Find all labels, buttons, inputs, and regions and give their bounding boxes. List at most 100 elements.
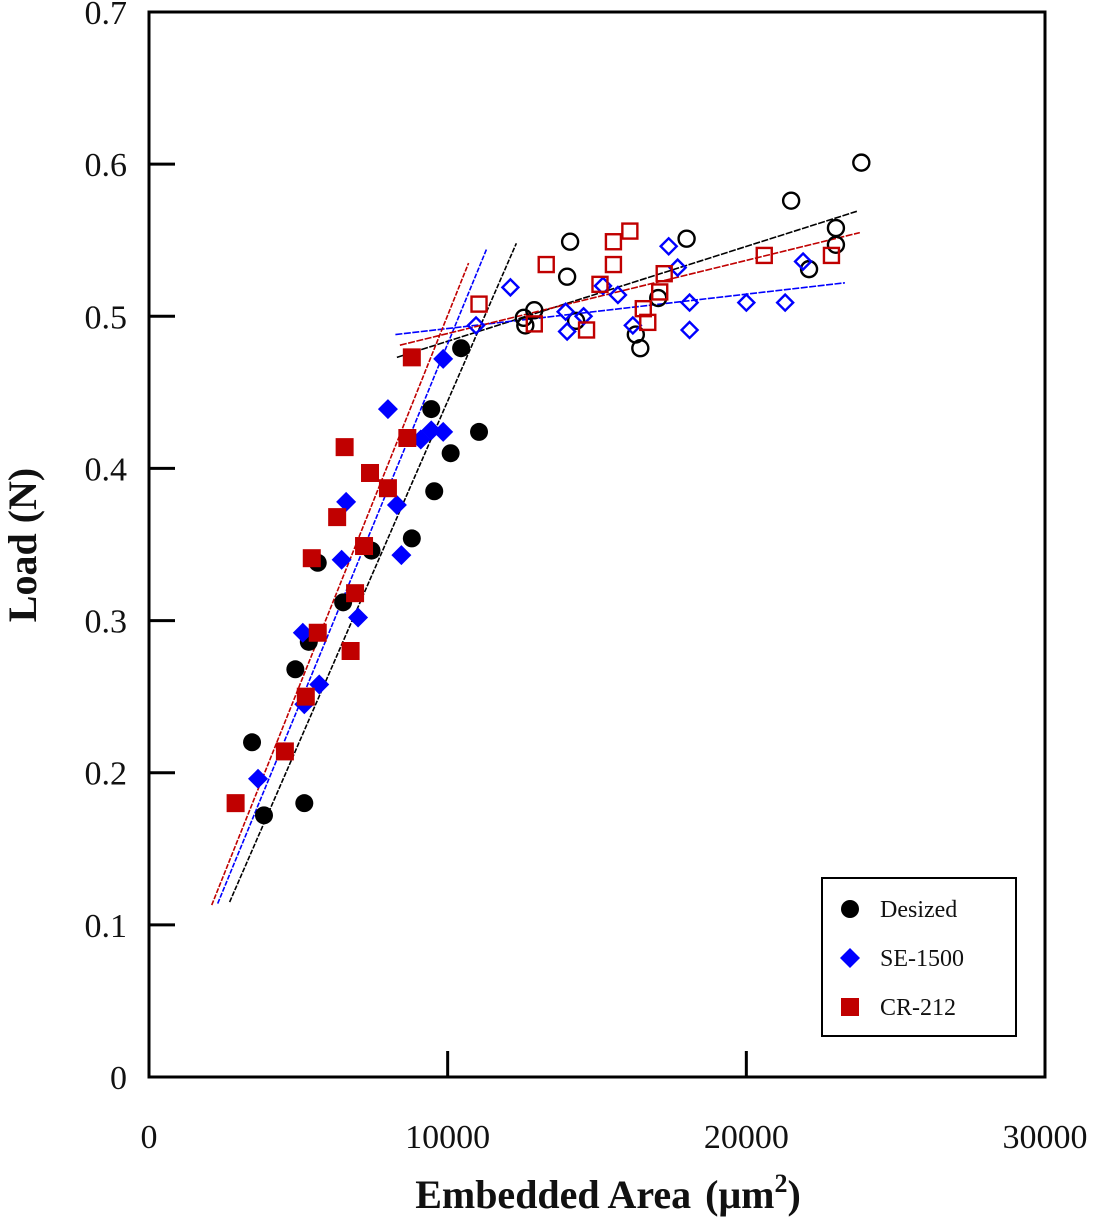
point-cr-212-open [651,283,669,301]
point-se-1500-filled [386,494,407,515]
point-cr-212-open [639,313,657,332]
point-cr-212-filled [308,623,327,642]
point-cr-212-filled [302,549,321,568]
point-desized-filled [422,400,441,419]
point-se-1500-filled [377,399,398,420]
y-tick-label: 0.5 [85,299,128,336]
point-desized-filled [425,482,444,501]
point-cr-212-filled [402,348,421,367]
fit-line-se-1500 [216,249,488,904]
point-se-1500-open [608,285,628,305]
point-cr-212-filled [355,537,374,556]
legend-marker-se-1500 [840,948,860,968]
legend-label-desized: Desized [880,897,957,923]
point-desized-filled [470,422,489,441]
point-desized-open [852,153,871,172]
point-se-1500-open [667,257,688,278]
point-cr-212-open [604,255,623,274]
y-axis-ticks: 0 0.1 0.2 0.3 0.4 0.5 0.6 0.7 [85,0,175,1097]
point-cr-212-filled [335,438,354,457]
point-desized-filled [286,660,305,679]
legend-label-se-1500: SE-1500 [880,946,964,972]
point-se-1500-filled [433,421,454,442]
point-desized-open [516,316,535,335]
y-tick-label: 0.3 [85,604,128,641]
point-desized-filled [452,339,471,358]
point-se-1500-open [679,292,700,313]
point-cr-212-open [537,255,555,274]
y-tick-label: 0.1 [85,908,128,945]
point-desized-open [826,218,846,238]
x-tick-label: 20000 [704,1119,789,1156]
point-se-1500-filled [421,420,442,441]
legend: Desized SE-1500 CR-212 [821,877,1017,1037]
point-se-1500-open [736,292,757,313]
point-cr-212-open [755,246,773,265]
point-se-1500-filled [433,348,454,369]
point-cr-212-open [604,233,623,251]
point-cr-212-filled [346,584,365,603]
x-axis-title: Embedded Area (μm2) [415,1169,801,1217]
x-tick-label: 30000 [1003,1119,1088,1156]
fit-line-cr-212 [210,262,470,906]
point-se-1500-filled [331,549,352,570]
point-cr-212-filled [341,642,360,660]
point-se-1500-filled [348,607,369,628]
point-cr-212-open [822,246,841,265]
legend-label-cr-212: CR-212 [880,995,956,1021]
point-se-1500-filled [336,491,357,512]
point-se-1500-open [679,320,700,340]
plot-frame [147,10,1047,1079]
point-desized-filled [243,733,262,752]
fit-line-desized [228,242,518,903]
point-desized-open [557,267,577,286]
fit-line-se-1500 [395,282,845,336]
point-cr-212-open [591,275,609,294]
point-cr-212-filled [361,463,380,482]
x-tick-label: 10000 [405,1119,490,1156]
point-cr-212-filled [275,742,294,761]
point-cr-212-filled [398,429,417,447]
point-se-1500-open [573,306,594,326]
point-se-1500-open [466,315,486,336]
point-se-1500-open [555,302,576,322]
point-se-1500-open [500,277,521,298]
point-cr-212-filled [226,794,245,813]
point-se-1500-open [557,321,577,342]
y-tick-label: 0.7 [85,0,128,32]
fit-line-desized [396,210,858,359]
point-desized-open [566,311,586,331]
y-tick-label: 0.6 [85,147,128,184]
legend-marker-desized [841,900,859,918]
point-desized-open [677,229,696,248]
point-se-1500-filled [248,768,269,789]
point-cr-212-filled [296,687,315,706]
point-se-1500-open [623,315,643,336]
point-desized-open [525,301,544,320]
x-tick-label: 0 [141,1119,158,1156]
point-cr-212-filled [378,479,397,498]
x-axis-ticks: 0 10000 20000 30000 [141,1051,1088,1156]
point-cr-212-open [634,299,652,318]
y-tick-label: 0.4 [85,451,128,488]
point-se-1500-open [793,251,813,272]
point-cr-212-filled [328,508,347,527]
point-se-1500-open [658,236,679,256]
point-desized-filled [402,529,421,548]
point-desized-open [631,339,650,358]
point-cr-212-open [577,321,596,339]
y-axis-title: Load (N) [0,468,45,622]
point-cr-212-open [470,295,488,313]
point-desized-open [781,191,801,210]
point-desized-open [560,232,580,251]
data-points [226,153,871,825]
point-desized-open [826,235,846,254]
point-se-1500-filled [292,622,313,643]
y-tick-label: 0 [110,1060,127,1097]
point-cr-212-open [525,315,543,333]
point-desized-filled [441,444,460,463]
point-desized-filled [254,806,273,825]
legend-marker-cr-212 [841,998,859,1016]
point-cr-212-open [621,222,639,240]
fit-line-cr-212 [399,231,861,346]
